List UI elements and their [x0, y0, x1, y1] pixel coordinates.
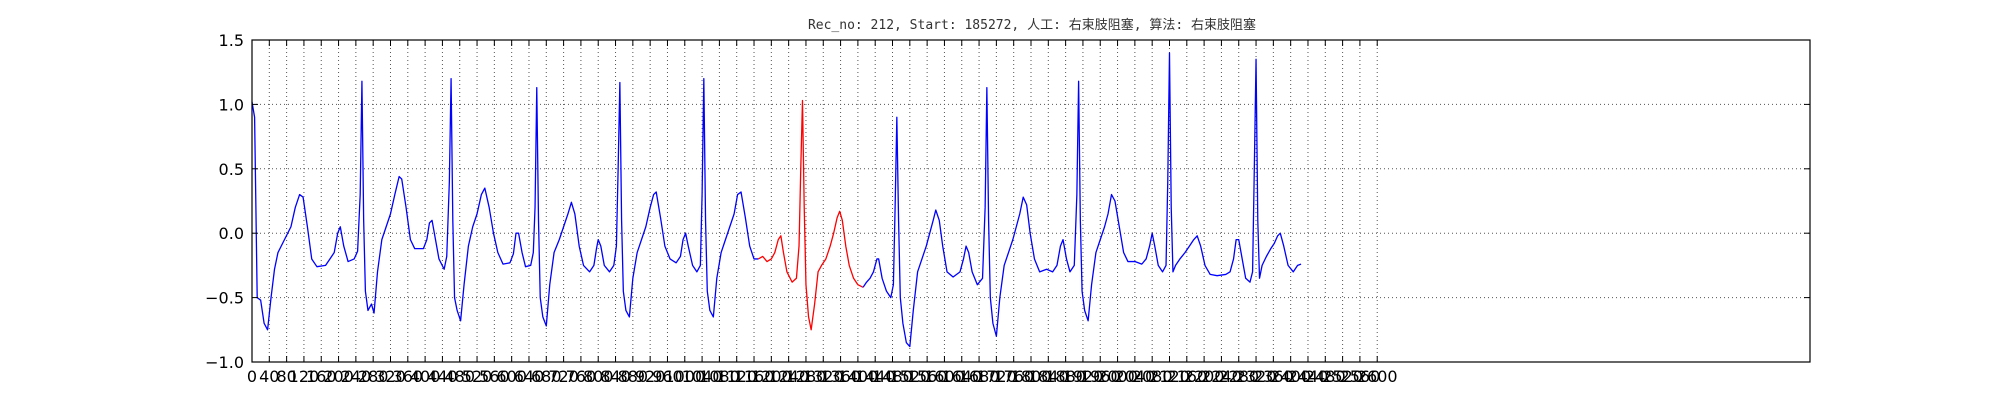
x-tick-label: 80 [276, 367, 296, 386]
x-tick-label: 640 [514, 367, 545, 386]
series-line-2 [758, 99, 864, 331]
x-tick-label: 1760 [993, 367, 1034, 386]
y-tick-label: −1.0 [205, 353, 244, 372]
x-tick-label: 1400 [838, 367, 879, 386]
x-tick-label: 520 [462, 367, 493, 386]
x-tick-label: 1600 [924, 367, 965, 386]
series-line-1 [251, 77, 759, 331]
x-tick-label: 2160 [1166, 367, 1207, 386]
x-tick-label: 600 [496, 367, 527, 386]
x-tick-label: 2400 [1270, 367, 1311, 386]
x-tick-label: 1280 [786, 367, 827, 386]
y-tick-label: 1.5 [219, 31, 244, 50]
x-tick-label: 40 [259, 367, 279, 386]
x-tick-label: 1800 [1011, 367, 1052, 386]
series-lines [251, 52, 1302, 348]
x-tick-label: 1440 [855, 367, 896, 386]
x-tick-label: 1200 [751, 367, 792, 386]
x-tick-label: 400 [410, 367, 441, 386]
x-tick-label: 2280 [1218, 367, 1259, 386]
x-tick-label: 360 [393, 367, 424, 386]
x-tick-label: 800 [583, 367, 614, 386]
x-tick-label: 2600 [1357, 367, 1398, 386]
x-tick-label: 320 [375, 367, 406, 386]
x-axis: 0 408012016020024028032036040044048052056… [247, 40, 1398, 386]
x-tick-label: 840 [600, 367, 631, 386]
x-tick-label: 2200 [1184, 367, 1225, 386]
x-tick-label: 1720 [976, 367, 1017, 386]
x-tick-label: 2040 [1115, 367, 1156, 386]
x-tick-label: 1960 [1080, 367, 1121, 386]
x-tick-label: 1040 [682, 367, 723, 386]
grid-lines [252, 40, 1810, 362]
x-tick-label: 1880 [1045, 367, 1086, 386]
x-tick-label: 0 [247, 367, 257, 386]
x-tick-label: 1120 [716, 367, 757, 386]
y-axis: 1.5 1.0 0.5 0.0 −0.5 −1.0 [205, 31, 1810, 372]
x-tick-label: 200 [323, 367, 354, 386]
x-tick-label: 240 [341, 367, 372, 386]
x-tick-label: 2000 [1097, 367, 1138, 386]
x-tick-label: 1080 [699, 367, 740, 386]
x-tick-label: 2520 [1322, 367, 1363, 386]
y-tick-label: 1.0 [219, 95, 244, 114]
x-tick-label: 1520 [889, 367, 930, 386]
y-tick-label: −0.5 [205, 289, 244, 308]
x-tick-label: 1160 [734, 367, 775, 386]
x-tick-label: 440 [427, 367, 458, 386]
x-tick-label: 960 [652, 367, 683, 386]
x-tick-label: 1560 [907, 367, 948, 386]
x-tick-label: 1360 [820, 367, 861, 386]
series-line-3 [862, 52, 1302, 348]
x-tick-label: 2560 [1340, 367, 1381, 386]
x-tick-label: 1240 [768, 367, 809, 386]
x-tick-label: 1480 [872, 367, 913, 386]
x-tick-label: 720 [548, 367, 579, 386]
x-tick-label: 2480 [1305, 367, 1346, 386]
x-tick-label: 1640 [941, 367, 982, 386]
y-tick-label: 0.0 [219, 224, 244, 243]
x-tick-label: 760 [566, 367, 597, 386]
x-tick-label: 2120 [1149, 367, 1190, 386]
x-tick-label: 920 [635, 367, 666, 386]
x-tick-label: 560 [479, 367, 510, 386]
x-tick-label: 680 [531, 367, 562, 386]
x-tick-label: 480 [444, 367, 475, 386]
x-tick-label: 2080 [1132, 367, 1173, 386]
x-tick-label: 2240 [1201, 367, 1242, 386]
x-tick-label: 880 [618, 367, 649, 386]
x-tick-label: 2320 [1236, 367, 1277, 386]
chart-title: Rec_no: 212, Start: 185272, 人工: 右束肢阻塞, 算… [808, 17, 1256, 33]
x-tick-label: 1920 [1063, 367, 1104, 386]
x-tick-label: 1680 [959, 367, 1000, 386]
x-tick-label: 160 [306, 367, 337, 386]
x-tick-label: 2360 [1253, 367, 1294, 386]
x-tick-label: 120 [289, 367, 320, 386]
x-tick-label: 1000 [664, 367, 705, 386]
x-tick-label: 2440 [1288, 367, 1329, 386]
x-tick-label: 1840 [1028, 367, 1069, 386]
x-tick-label: 280 [358, 367, 389, 386]
x-tick-label: 1320 [803, 367, 844, 386]
y-tick-label: 0.5 [219, 160, 244, 179]
